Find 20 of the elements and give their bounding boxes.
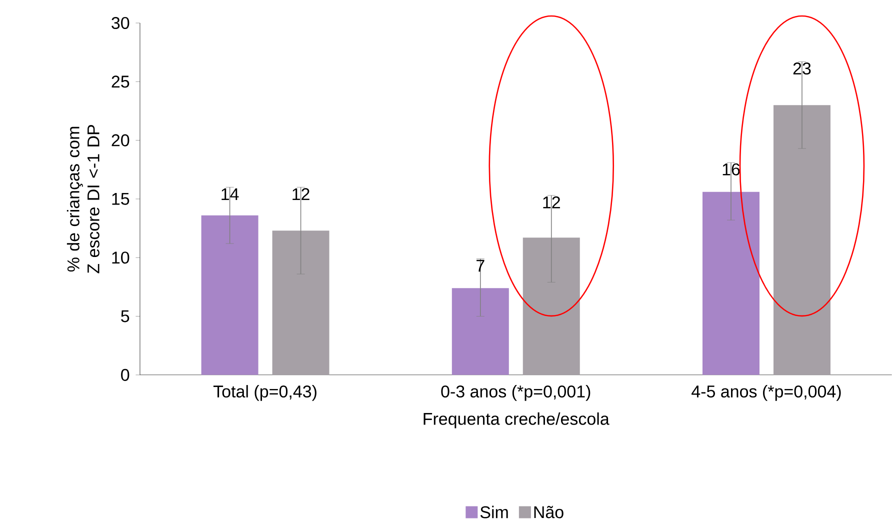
x-axis-title: Frequenta creche/escola [424,412,610,428]
x-tick-label: Total (p=0,43) [213,385,316,401]
legend-label: Sim [480,506,508,518]
data-label: 12 [292,188,310,200]
y-tick-label: 15 [112,193,130,205]
y-axis-title: % de crianças com Z escore DI <-1 DP [66,125,100,274]
data-label: 16 [722,163,740,176]
data-label: 14 [222,188,239,200]
x-tick-label: 4-5 anos (*p=0,004) [692,385,841,401]
y-tick-label: 10 [112,252,130,264]
y-tick-label: 20 [112,134,130,146]
data-label: 12 [543,196,560,208]
y-tick-label: 0 [121,368,130,381]
legend-label: Não [534,506,564,518]
y-tick-label: 25 [112,76,130,88]
y-tick-label: 30 [112,17,130,30]
x-tick-label: 0-3 anos (*p=0,001) [441,385,590,401]
y-tick-label: 5 [121,310,130,322]
data-label: 7 [476,260,484,272]
data-label: 23 [793,62,811,75]
